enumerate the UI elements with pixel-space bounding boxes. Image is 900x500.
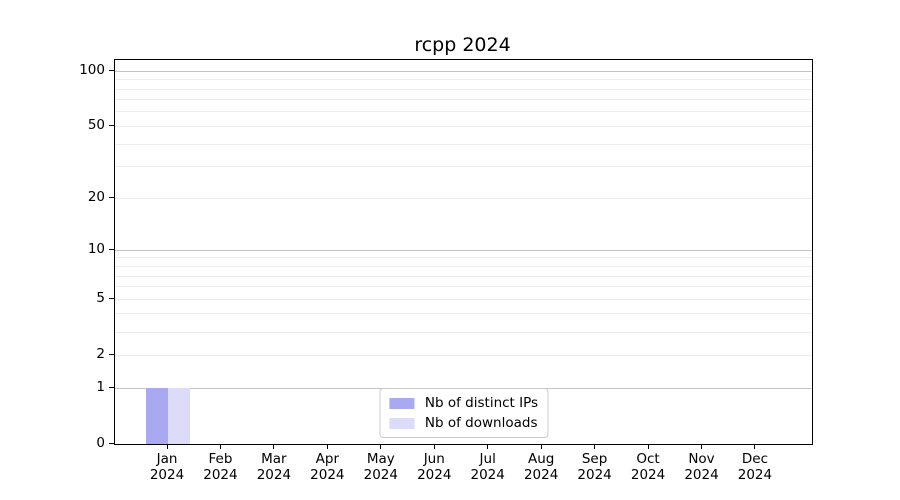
- minor-gridline: [115, 111, 812, 113]
- x-tick-month: Jan: [156, 451, 178, 467]
- y-tick-label: 10: [87, 241, 105, 258]
- x-tick-month: Apr: [315, 451, 340, 467]
- legend-swatch-distinct-ips: [388, 397, 414, 409]
- y-tick-mark: [109, 125, 114, 127]
- major-gridline: [115, 70, 812, 72]
- x-tick-mark: [487, 444, 489, 449]
- x-tick-label-nov: Nov 2024: [670, 451, 734, 483]
- legend-entry-distinct-ips: Nb of distinct IPs: [388, 395, 539, 411]
- x-tick-label-feb: Feb 2024: [188, 451, 252, 483]
- y-tick-label: 20: [87, 189, 105, 206]
- x-tick-mark: [380, 444, 382, 449]
- major-gridline: [115, 249, 812, 251]
- y-tick-label: 1: [96, 379, 105, 395]
- minor-gridline: [115, 79, 812, 81]
- y-tick-label: 0: [96, 435, 105, 451]
- x-tick-mark: [219, 444, 221, 449]
- legend-entry-downloads: Nb of downloads: [388, 415, 538, 431]
- bar-distinct-ips-jan: [146, 388, 168, 444]
- legend-label-downloads: Nb of downloads: [424, 415, 538, 431]
- x-tick-month: Oct: [636, 451, 660, 467]
- x-tick-label-may: May 2024: [349, 451, 413, 483]
- x-tick-year: 2024: [523, 467, 559, 483]
- x-tick-month: Nov: [688, 451, 715, 467]
- minor-gridline: [115, 354, 812, 356]
- minor-gridline: [115, 197, 812, 199]
- x-tick-year: 2024: [310, 467, 345, 483]
- x-tick-label-jun: Jun 2024: [402, 451, 466, 483]
- minor-gridline: [115, 331, 812, 333]
- minor-gridline: [115, 275, 812, 277]
- x-tick-label-oct: Oct 2024: [616, 451, 680, 483]
- x-tick-label-sep: Sep 2024: [563, 451, 627, 483]
- minor-gridline: [115, 266, 812, 267]
- x-tick-year: 2024: [149, 467, 185, 483]
- x-tick-mark: [647, 444, 649, 449]
- y-tick-label: 5: [96, 290, 105, 307]
- x-tick-mark: [594, 444, 596, 449]
- x-tick-month: Aug: [527, 451, 555, 467]
- legend-swatch-downloads: [388, 417, 414, 429]
- x-tick-mark: [754, 444, 756, 449]
- x-tick-month: Feb: [208, 451, 233, 467]
- x-tick-mark: [540, 444, 542, 449]
- x-tick-month: May: [366, 451, 395, 467]
- x-tick-mark: [701, 444, 702, 449]
- x-tick-year: 2024: [203, 467, 238, 483]
- y-tick-label: 2: [96, 346, 105, 363]
- x-tick-year: 2024: [684, 467, 719, 483]
- x-tick-month: Jul: [479, 451, 496, 467]
- x-tick-mark: [326, 444, 328, 449]
- minor-gridline: [115, 143, 812, 145]
- y-tick-mark: [109, 354, 114, 356]
- y-tick-label: 50: [87, 117, 105, 134]
- x-tick-year: 2024: [256, 467, 292, 483]
- y-tick-mark: [109, 70, 114, 72]
- x-tick-mark: [273, 444, 275, 449]
- x-tick-label-dec: Dec 2024: [723, 451, 787, 483]
- bar-downloads-jan: [168, 388, 190, 444]
- legend: Nb of distinct IPs Nb of downloads: [378, 388, 549, 438]
- x-tick-month: Jun: [423, 451, 445, 467]
- x-tick-mark: [433, 444, 435, 449]
- x-tick-year: 2024: [577, 467, 612, 483]
- x-tick-year: 2024: [630, 467, 666, 483]
- y-tick-mark: [109, 298, 114, 300]
- y-tick-mark: [109, 197, 114, 199]
- x-tick-year: 2024: [737, 467, 773, 483]
- y-tick-mark: [109, 387, 114, 388]
- x-tick-label-jan: Jan 2024: [135, 451, 199, 483]
- x-tick-month: Sep: [581, 451, 608, 467]
- x-tick-year: 2024: [470, 467, 505, 483]
- minor-gridline: [115, 257, 812, 259]
- minor-gridline: [115, 88, 812, 90]
- y-tick-mark: [109, 249, 114, 251]
- plot-area: Nb of distinct IPs Nb of downloads: [114, 59, 813, 445]
- x-tick-year: 2024: [363, 467, 398, 483]
- chart-title: rcpp 2024: [414, 34, 511, 56]
- y-tick-mark: [109, 443, 114, 444]
- minor-gridline: [115, 286, 812, 288]
- x-tick-label-apr: Apr 2024: [295, 451, 359, 483]
- minor-gridline: [115, 166, 812, 168]
- minor-gridline: [115, 99, 812, 101]
- x-tick-label-mar: Mar 2024: [242, 451, 306, 483]
- x-tick-month: Dec: [741, 451, 768, 467]
- minor-gridline: [115, 313, 812, 315]
- x-tick-month: Mar: [261, 451, 287, 467]
- y-tick-label: 100: [79, 62, 105, 79]
- minor-gridline: [115, 298, 812, 300]
- x-tick-year: 2024: [417, 467, 452, 483]
- x-tick-label-jul: Jul 2024: [456, 451, 520, 483]
- x-tick-label-aug: Aug 2024: [509, 451, 573, 483]
- minor-gridline: [115, 125, 812, 127]
- x-tick-mark: [166, 444, 168, 449]
- legend-label-distinct-ips: Nb of distinct IPs: [424, 395, 539, 411]
